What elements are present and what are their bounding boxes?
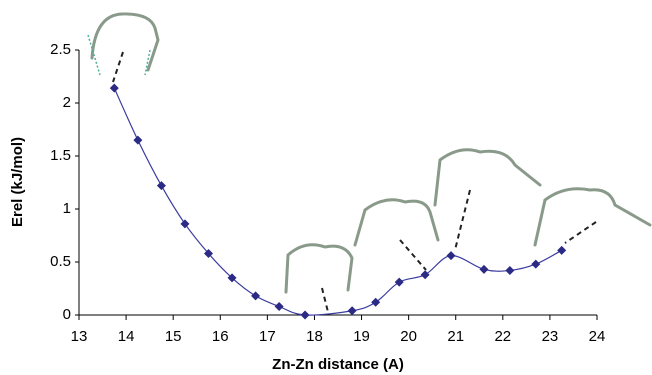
x-tick-label: 15 xyxy=(165,328,182,345)
line xyxy=(114,88,561,315)
marker xyxy=(421,270,430,279)
marker xyxy=(479,265,488,274)
marker xyxy=(301,311,310,320)
y-axis-title: Erel (kJ/mol) xyxy=(9,137,26,227)
x-axis-title: Zn-Zn distance (A) xyxy=(272,356,404,373)
marker xyxy=(251,291,260,300)
x-tick-label: 17 xyxy=(259,328,276,345)
molecule xyxy=(535,189,650,245)
x-tick-label: 13 xyxy=(71,328,88,345)
y-tick-label: 1 xyxy=(63,200,71,217)
marker xyxy=(110,84,119,93)
molecule-detail xyxy=(88,35,150,75)
marker xyxy=(157,181,166,190)
x-tick-label: 14 xyxy=(118,328,135,345)
molecule xyxy=(355,200,438,245)
x-tick-label: 16 xyxy=(212,328,229,345)
x-tick-label: 18 xyxy=(306,328,323,345)
molecule xyxy=(435,150,540,205)
molecule-illustrations xyxy=(88,14,650,312)
connector xyxy=(455,190,470,250)
connector xyxy=(113,52,123,82)
molecule xyxy=(92,14,158,70)
marker xyxy=(505,266,514,275)
y-tick-label: 0 xyxy=(63,306,71,323)
marker xyxy=(557,246,566,255)
connector xyxy=(565,222,596,243)
x-tick-label: 21 xyxy=(447,328,464,345)
marker xyxy=(531,260,540,269)
connector xyxy=(400,240,426,270)
marker xyxy=(371,298,380,307)
x-tick-label: 20 xyxy=(400,328,417,345)
marker xyxy=(275,302,284,311)
chart: Zn-Zn distance (A) Erel (kJ/mol) 0 0.5 1 1.… xyxy=(0,0,652,375)
connector xyxy=(322,288,328,312)
x-tick-label: 24 xyxy=(589,328,606,345)
x-tick-label: 19 xyxy=(353,328,370,345)
y-tick-label: 2 xyxy=(63,94,71,111)
y-tick-label: 2.5 xyxy=(50,41,71,58)
marker xyxy=(395,278,404,287)
x-tick-label: 23 xyxy=(542,328,559,345)
marker xyxy=(447,251,456,260)
marker xyxy=(348,306,357,315)
molecule xyxy=(286,245,352,292)
y-tick-label: 1.5 xyxy=(50,147,71,164)
y-tick-label: 0.5 xyxy=(50,253,71,270)
marker xyxy=(133,136,142,145)
marker xyxy=(180,219,189,228)
x-tick-label: 22 xyxy=(494,328,511,345)
